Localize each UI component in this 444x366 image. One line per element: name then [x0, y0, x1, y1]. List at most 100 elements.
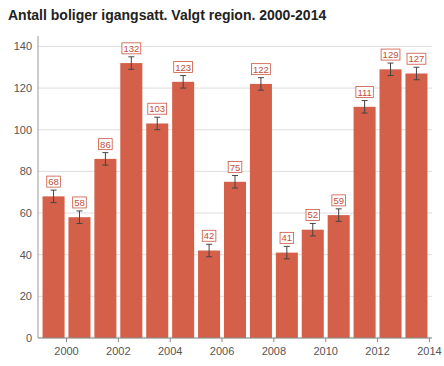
error-bar [388, 63, 394, 75]
error-bar [413, 67, 419, 79]
data-label: 123 [175, 62, 191, 73]
data-label-box [407, 53, 426, 64]
data-label-box [122, 43, 141, 54]
error-bar-cap [232, 188, 238, 189]
error-bar-cap [413, 67, 419, 68]
data-label-box [306, 209, 320, 220]
bar [198, 251, 220, 338]
title: Antall boliger igangsatt. Valgt region. … [8, 7, 326, 23]
x-tick-label: 2010 [313, 345, 337, 357]
error-bar-cap [284, 258, 290, 259]
error-bar-cap [258, 90, 264, 91]
error-bar [76, 211, 82, 223]
error-bar-cap [76, 210, 82, 211]
data-label-box [280, 232, 294, 243]
chart-svg: Antall boliger igangsatt. Valgt region. … [0, 0, 444, 366]
error-bar-cap [51, 190, 57, 191]
data-label: 68 [48, 176, 59, 187]
error-bar-stem [79, 211, 80, 223]
data-label-box [381, 49, 400, 60]
data-label-box [174, 62, 193, 73]
error-bar-cap [413, 79, 419, 80]
bar [354, 107, 376, 338]
error-bar [284, 246, 290, 258]
error-bar-stem [235, 176, 236, 188]
error-bar-cap [154, 129, 160, 130]
error-bar-cap [180, 88, 186, 89]
bar [94, 159, 116, 338]
error-bar-cap [51, 202, 57, 203]
x-tick [325, 338, 326, 342]
error-bar-cap [206, 256, 212, 257]
x-tick [118, 338, 119, 342]
error-bar-cap [180, 75, 186, 76]
error-bar-cap [388, 63, 394, 64]
error-bar-cap [128, 69, 134, 70]
data-label: 129 [383, 49, 399, 60]
error-bar-cap [206, 244, 212, 245]
error-bar-stem [131, 57, 132, 69]
error-bar-cap [102, 165, 108, 166]
error-bar [336, 209, 342, 221]
error-bar-stem [338, 209, 339, 221]
x-tick-label: 2014 [417, 345, 441, 357]
error-bar-stem [260, 78, 261, 90]
error-bar-cap [128, 56, 134, 57]
data-label: 42 [204, 230, 215, 241]
data-label: 86 [100, 139, 111, 150]
x-tick [222, 338, 223, 342]
data-label: 132 [123, 43, 139, 54]
error-bar-cap [76, 223, 82, 224]
y-tick-label: 80 [20, 165, 32, 177]
error-bar-stem [364, 101, 365, 113]
data-label-box [251, 64, 270, 75]
data-label: 122 [253, 64, 269, 75]
error-bar [258, 78, 264, 90]
y-tick-label: 100 [14, 124, 32, 136]
bar [380, 69, 402, 338]
data-label: 41 [282, 232, 293, 243]
grid-line [38, 46, 432, 47]
x-tick [170, 338, 171, 342]
bar [146, 123, 168, 338]
data-label: 111 [357, 87, 371, 98]
y-tick-label: 0 [26, 332, 32, 344]
error-bar-cap [310, 235, 316, 236]
error-bar-cap [336, 221, 342, 222]
data-label-box [99, 139, 113, 150]
data-label-box [332, 195, 346, 206]
y-tick-label: 40 [20, 249, 32, 261]
error-bar-cap [362, 113, 368, 114]
bar [120, 63, 142, 338]
error-bar [206, 244, 212, 256]
data-label-box [148, 103, 167, 114]
error-bar-stem [53, 190, 54, 202]
y-tick-label: 140 [14, 40, 32, 52]
bar [43, 196, 65, 338]
x-tick-label: 2000 [54, 345, 78, 357]
error-bar-stem [286, 246, 287, 258]
bar [405, 73, 427, 338]
error-bar-cap [258, 77, 264, 78]
bar [172, 82, 194, 338]
bar [68, 217, 90, 338]
x-tick [66, 338, 67, 342]
x-tick-label: 2002 [106, 345, 130, 357]
x-tick [377, 338, 378, 342]
x-tick-label: 2006 [210, 345, 234, 357]
grid-line [38, 338, 432, 339]
x-tick-label: 2004 [158, 345, 182, 357]
error-bar [180, 76, 186, 88]
error-bar-cap [284, 246, 290, 247]
data-label: 103 [149, 103, 165, 114]
x-tick-label: 2012 [365, 345, 389, 357]
error-bar-stem [105, 153, 106, 165]
data-label-box [202, 230, 216, 241]
y-tick-label: 120 [14, 82, 32, 94]
error-bar-cap [336, 208, 342, 209]
error-bar [310, 223, 316, 235]
error-bar-stem [390, 63, 391, 75]
x-tick-label: 2008 [262, 345, 286, 357]
plot-marks [43, 57, 428, 338]
data-label-box [356, 87, 373, 98]
